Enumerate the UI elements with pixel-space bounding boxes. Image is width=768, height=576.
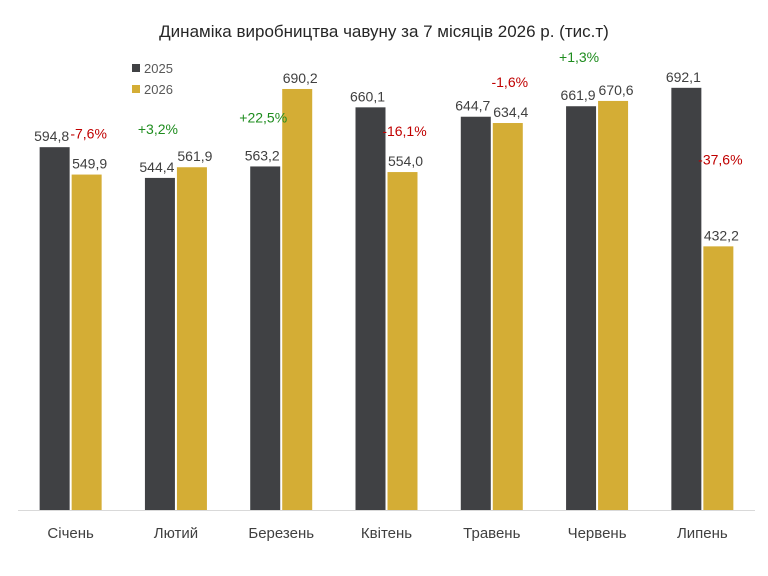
data-label-2026-5: 634,4 <box>493 104 528 120</box>
data-label-2026-3: 690,2 <box>283 70 318 86</box>
data-label-2026-6: 670,6 <box>599 82 634 98</box>
bar-2025-7 <box>671 87 702 510</box>
category-label-7: Липень <box>677 525 728 542</box>
change-label-3: +22,5% <box>239 109 287 125</box>
data-label-2025-3: 563,2 <box>245 147 280 163</box>
change-label-1: -7,6% <box>70 126 107 142</box>
legend-swatch-2025 <box>132 64 140 72</box>
data-label-2025-4: 660,1 <box>350 88 385 104</box>
bar-2025-1 <box>39 147 70 510</box>
change-label-4: -16,1% <box>382 123 426 139</box>
legend-label-2025: 2025 <box>144 61 173 76</box>
change-label-5: -1,6% <box>491 74 528 90</box>
bar-2025-2 <box>144 177 175 510</box>
data-label-2026-7: 432,2 <box>704 227 739 243</box>
data-label-2025-1: 594,8 <box>34 128 69 144</box>
category-label-3: Березень <box>248 525 314 542</box>
data-label-2025-5: 644,7 <box>455 98 490 114</box>
change-label-7: -37,6% <box>698 151 742 167</box>
bar-2026-6 <box>598 100 629 511</box>
category-label-6: Червень <box>568 525 627 542</box>
legend-label-2026: 2026 <box>144 82 173 97</box>
category-label-4: Квітень <box>361 525 412 542</box>
legend-swatch-2026 <box>132 85 140 93</box>
bar-2025-6 <box>566 106 597 510</box>
category-label-1: Січень <box>47 525 94 542</box>
bar-2026-3 <box>282 88 313 510</box>
data-label-2026-1: 549,9 <box>72 156 107 172</box>
bar-2026-1 <box>71 174 102 510</box>
change-label-6: +1,3% <box>559 49 599 65</box>
bar-2025-5 <box>460 116 491 510</box>
bar-2026-2 <box>176 167 207 510</box>
category-label-2: Лютий <box>154 525 198 542</box>
data-label-2025-6: 661,9 <box>561 87 596 103</box>
change-label-2: +3,2% <box>138 121 178 137</box>
bar-2026-4 <box>387 172 418 510</box>
data-label-2026-2: 561,9 <box>177 148 212 164</box>
data-label-2025-7: 692,1 <box>666 69 701 85</box>
bar-2025-3 <box>250 166 281 510</box>
bar-2026-7 <box>703 246 734 510</box>
bar-2025-4 <box>355 107 386 511</box>
data-label-2026-4: 554,0 <box>388 153 423 169</box>
category-label-5: Травень <box>463 525 520 542</box>
data-label-2025-2: 544,4 <box>139 159 174 175</box>
bar-2026-5 <box>492 123 523 511</box>
chart-title: Динаміка виробництва чавуну за 7 місяців… <box>159 22 609 41</box>
